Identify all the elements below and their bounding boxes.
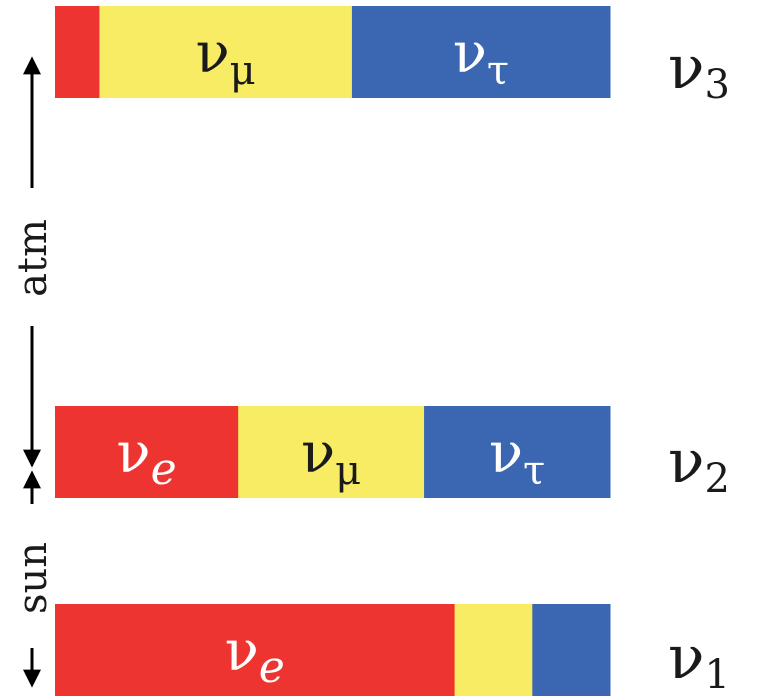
label-nu2-tau: ντ: [489, 421, 545, 494]
atm-splitting: atm: [10, 56, 56, 468]
label-nu3-tau: ντ: [453, 21, 509, 94]
mass-state-bars: νμ ντ νe νμ ντ νe: [55, 6, 611, 696]
svg-text:ν2: ν2: [668, 427, 730, 502]
atm-label: atm: [10, 219, 56, 297]
segment-nu2-mu: [238, 406, 425, 498]
svg-text:ν3: ν3: [668, 33, 730, 108]
label-nu3-mu: νμ: [196, 21, 256, 94]
bar-nu1: νe: [55, 604, 611, 696]
sun-splitting: sun: [10, 470, 56, 688]
segment-nu2-e: [55, 406, 239, 498]
segment-nu1-tau: [532, 604, 611, 696]
segment-nu1-mu: [454, 604, 533, 696]
segment-nu3-e: [55, 6, 100, 98]
segment-nu3-mu: [99, 6, 353, 98]
segment-nu3-tau: [351, 6, 611, 98]
bar-nu2: νe νμ ντ: [55, 406, 611, 498]
mass-label-nu1: ν1: [668, 623, 730, 696]
segment-nu2-tau: [424, 406, 611, 498]
label-nu1-e: νe: [225, 619, 285, 693]
sun-label: sun: [10, 542, 56, 614]
label-nu2-mu: νμ: [301, 421, 361, 494]
mass-label-nu2: ν2: [668, 427, 730, 502]
label-nu2-e: νe: [117, 421, 177, 495]
bar-nu3: νμ ντ: [55, 6, 611, 98]
segment-nu1-e: [55, 604, 456, 696]
mass-label-nu3: ν3: [668, 33, 730, 108]
svg-text:ν1: ν1: [668, 623, 730, 696]
